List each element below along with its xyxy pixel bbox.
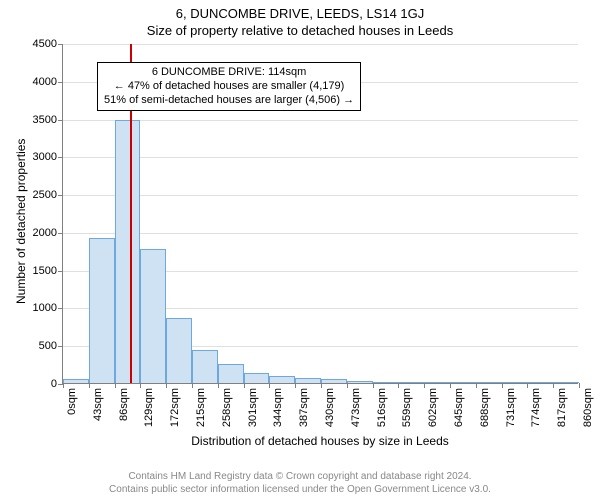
x-tick-label: 258sqm — [221, 388, 233, 427]
x-tick-label: 559sqm — [401, 388, 413, 427]
footer-attribution: Contains HM Land Registry data © Crown c… — [0, 470, 600, 496]
x-tick-label: 344sqm — [272, 388, 284, 427]
histogram-bar — [269, 376, 295, 383]
y-tick-label: 3000 — [33, 151, 63, 163]
histogram-bar — [244, 373, 270, 383]
x-tick-label: 645sqm — [453, 388, 465, 427]
histogram-bar — [89, 238, 115, 383]
histogram-bar — [166, 318, 192, 383]
x-tick-label: 602sqm — [427, 388, 439, 427]
histogram-bar — [502, 382, 528, 383]
x-tick-label: 860sqm — [582, 388, 594, 427]
histogram-bar — [476, 382, 502, 383]
histogram-bar — [450, 382, 476, 383]
histogram-bar — [373, 382, 399, 383]
plot-area: 050010001500200025003000350040004500 6 D… — [62, 44, 578, 384]
histogram-bar — [218, 364, 244, 383]
histogram-bar — [63, 379, 89, 383]
footer-line-1: Contains HM Land Registry data © Crown c… — [0, 470, 600, 483]
x-tick-label: 86sqm — [118, 388, 130, 421]
x-tick-label: 172sqm — [169, 388, 181, 427]
histogram-bar — [140, 249, 166, 383]
x-tick-label: 774sqm — [530, 388, 542, 427]
x-tick-label: 387sqm — [298, 388, 310, 427]
x-tick-label: 301sqm — [247, 388, 259, 427]
x-tick-label: 0sqm — [66, 388, 78, 415]
histogram-bar — [553, 382, 579, 383]
y-axis-label: Number of detached properties — [14, 139, 28, 304]
y-tick-label: 4500 — [33, 38, 63, 50]
y-tick-label: 1000 — [33, 302, 63, 314]
annotation-box: 6 DUNCOMBE DRIVE: 114sqm ← 47% of detach… — [97, 62, 361, 111]
histogram-bar — [192, 350, 218, 383]
annotation-line-2: ← 47% of detached houses are smaller (4,… — [104, 80, 354, 94]
y-tick-label: 500 — [39, 340, 63, 352]
histogram-bar — [295, 378, 321, 383]
histogram-bar — [321, 379, 347, 383]
footer-line-2: Contains public sector information licen… — [0, 483, 600, 496]
y-tick-label: 2500 — [33, 189, 63, 201]
x-axis-label: Distribution of detached houses by size … — [62, 434, 578, 448]
histogram-bar — [115, 120, 141, 383]
chart-container: 050010001500200025003000350040004500 6 D… — [0, 42, 600, 452]
histogram-bar — [424, 382, 450, 383]
x-tick-label: 215sqm — [195, 388, 207, 427]
histogram-bar — [347, 381, 373, 383]
x-tick-label: 430sqm — [324, 388, 336, 427]
annotation-line-3: 51% of semi-detached houses are larger (… — [104, 94, 354, 108]
x-tick-label: 43sqm — [92, 388, 104, 421]
gridline — [63, 44, 578, 45]
x-tick-label: 688sqm — [479, 388, 491, 427]
histogram-bar — [527, 382, 553, 383]
title-main: 6, DUNCOMBE DRIVE, LEEDS, LS14 1GJ — [0, 0, 600, 21]
x-tick-mark — [579, 383, 580, 388]
chart-titles: 6, DUNCOMBE DRIVE, LEEDS, LS14 1GJ Size … — [0, 0, 600, 42]
y-tick-label: 1500 — [33, 265, 63, 277]
x-tick-labels: 0sqm 43sqm 86sqm 129sqm 172sqm 215sqm 258sqm 30… — [62, 384, 578, 432]
y-tick-label: 3500 — [33, 114, 63, 126]
title-sub: Size of property relative to detached ho… — [0, 21, 600, 42]
x-tick-label: 817sqm — [556, 388, 568, 427]
y-tick-label: 2000 — [33, 227, 63, 239]
x-tick-label: 473sqm — [350, 388, 362, 427]
annotation-line-1: 6 DUNCOMBE DRIVE: 114sqm — [104, 66, 354, 80]
histogram-bar — [398, 382, 424, 383]
x-tick-label: 129sqm — [143, 388, 155, 427]
y-tick-label: 4000 — [33, 76, 63, 88]
x-tick-label: 731sqm — [505, 388, 517, 427]
x-tick-label: 516sqm — [376, 388, 388, 427]
